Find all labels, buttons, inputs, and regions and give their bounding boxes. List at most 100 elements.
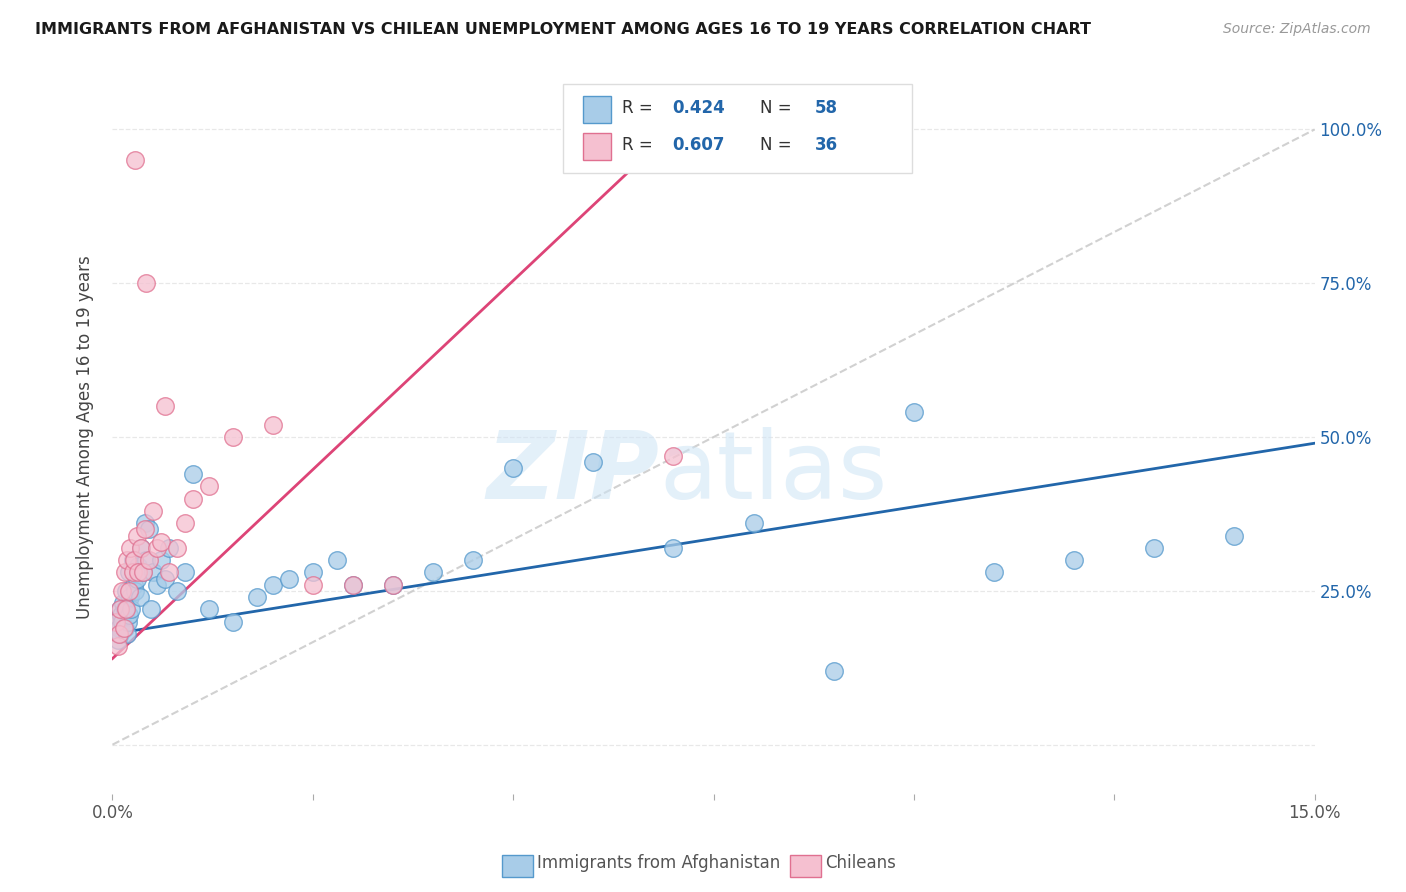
Point (117, 608, 139, 623)
Point (502, 460, 524, 475)
Point (222, 615, 245, 629)
Point (1143, 541, 1166, 555)
Point (124, 153, 146, 168)
Text: atlas: atlas (659, 426, 887, 519)
Point (141, 504, 163, 518)
Point (326, 553, 349, 567)
Point (246, 590, 269, 604)
Point (823, 664, 845, 678)
Point (983, 566, 1005, 580)
Point (742, 516, 765, 531)
Point (111, 596, 134, 610)
Text: Immigrants from Afghanistan: Immigrants from Afghanistan (537, 855, 780, 872)
Point (381, 578, 405, 592)
Text: N =: N = (761, 99, 797, 117)
Point (105, 615, 128, 629)
Point (1223, 528, 1246, 542)
Point (120, 541, 142, 555)
Point (173, 566, 195, 580)
Point (1063, 553, 1085, 567)
Point (108, 627, 131, 641)
Point (111, 615, 134, 629)
Point (132, 566, 155, 580)
Point (166, 541, 188, 555)
Point (114, 621, 136, 635)
Text: 0.424: 0.424 (672, 99, 725, 117)
Point (181, 491, 204, 506)
Point (157, 541, 180, 555)
Point (135, 277, 157, 291)
Point (662, 449, 685, 463)
Text: Chileans: Chileans (825, 855, 896, 872)
Point (141, 566, 163, 580)
Text: 0.607: 0.607 (672, 136, 725, 153)
Point (139, 602, 162, 616)
Point (114, 602, 136, 616)
Point (342, 578, 364, 592)
Point (111, 583, 134, 598)
Y-axis label: Unemployment Among Ages 16 to 19 years: Unemployment Among Ages 16 to 19 years (76, 255, 94, 619)
Point (118, 566, 141, 580)
Point (145, 541, 167, 555)
Point (153, 400, 176, 414)
Point (301, 578, 323, 592)
Point (122, 578, 145, 592)
Point (129, 541, 152, 555)
Point (301, 566, 323, 580)
Point (381, 578, 405, 592)
Point (197, 479, 219, 493)
Point (107, 633, 129, 648)
Point (112, 621, 135, 635)
Point (120, 602, 142, 616)
Point (222, 430, 245, 444)
Point (173, 516, 195, 531)
Point (582, 455, 605, 469)
Point (110, 602, 132, 616)
Point (134, 522, 156, 536)
Point (422, 566, 444, 580)
Point (342, 578, 364, 592)
Text: 58: 58 (814, 99, 838, 117)
Text: Source: ZipAtlas.com: Source: ZipAtlas.com (1223, 22, 1371, 37)
Text: 36: 36 (814, 136, 838, 153)
Point (149, 534, 172, 549)
Point (197, 602, 219, 616)
Point (262, 417, 284, 432)
Point (108, 621, 131, 635)
Point (145, 578, 167, 592)
Point (132, 566, 155, 580)
Point (108, 602, 131, 616)
Text: R =: R = (623, 136, 658, 153)
Point (134, 516, 156, 531)
Point (128, 590, 150, 604)
Point (662, 541, 685, 555)
Point (131, 541, 153, 555)
Point (115, 553, 138, 567)
Point (105, 615, 128, 629)
Point (125, 572, 148, 586)
Point (127, 566, 149, 580)
Point (138, 522, 160, 536)
FancyBboxPatch shape (582, 133, 612, 161)
Point (127, 559, 149, 574)
FancyBboxPatch shape (564, 84, 912, 173)
Point (135, 553, 157, 567)
Point (122, 553, 145, 567)
Point (117, 615, 139, 629)
Point (153, 572, 176, 586)
Point (115, 627, 138, 641)
Point (110, 627, 132, 641)
Point (262, 578, 284, 592)
Point (149, 553, 172, 567)
Point (181, 467, 204, 481)
Point (107, 639, 129, 653)
Text: IMMIGRANTS FROM AFGHANISTAN VS CHILEAN UNEMPLOYMENT AMONG AGES 16 TO 19 YEARS CO: IMMIGRANTS FROM AFGHANISTAN VS CHILEAN U… (35, 22, 1091, 37)
Point (125, 528, 148, 542)
Point (121, 566, 143, 580)
Point (115, 602, 138, 616)
Text: R =: R = (623, 99, 658, 117)
Point (114, 566, 136, 580)
Point (166, 583, 188, 598)
Point (110, 608, 132, 623)
Point (117, 583, 139, 598)
